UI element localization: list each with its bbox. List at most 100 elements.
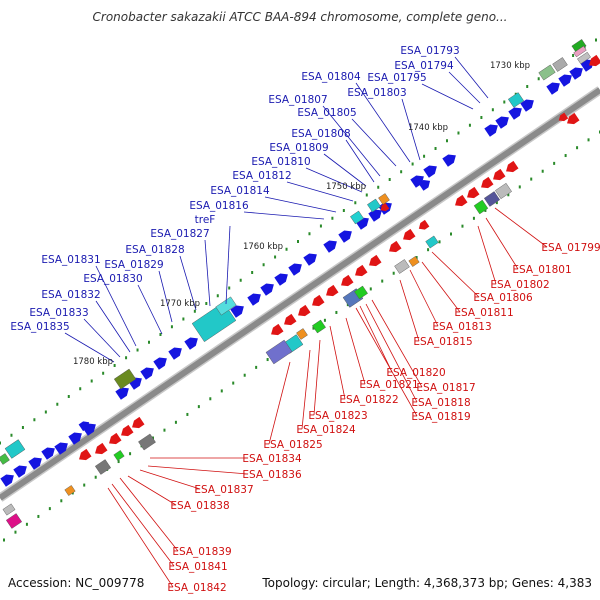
tick-mark (495, 201, 498, 205)
scale-label: 1730 kbp (490, 61, 530, 71)
scale-labels: 1730 kbp 1740 kbp 1750 kbp 1760 kbp 1770 kbp… (73, 61, 530, 367)
tick-mark (94, 475, 97, 479)
tick-mark (392, 271, 395, 275)
scale-label: 1770 kbp (160, 299, 200, 309)
reverse-gene-arrow (109, 432, 122, 445)
reverse-gene-arrow (271, 323, 284, 336)
gene-label-top: ESA_01829 (104, 259, 163, 271)
reverse-gene-arrow (79, 448, 92, 461)
label-leader-line (313, 339, 321, 416)
tick-mark (0, 441, 1, 445)
gene-box (495, 182, 512, 200)
gene-label-top: ESA_01832 (41, 289, 100, 301)
tick-mark (595, 38, 597, 42)
forward-gene-arrow (68, 432, 82, 445)
gene-label-bottom: ESA_01823 (308, 410, 367, 422)
gene-box (507, 92, 525, 108)
label-leader-line (421, 261, 461, 313)
label-leader-line (359, 305, 393, 373)
tick-mark (312, 326, 315, 330)
tick-mark (537, 77, 540, 81)
reverse-gene-arrow (403, 228, 416, 241)
tick-mark (129, 452, 132, 456)
tick-mark (369, 287, 372, 291)
tick-mark (243, 373, 246, 377)
reverse-gene-arrow (567, 112, 580, 125)
label-leader-line (355, 82, 411, 163)
tick-mark (423, 154, 426, 158)
label-leader-line (409, 269, 439, 327)
forward-gene-arrow (140, 367, 154, 380)
tick-mark (450, 232, 452, 236)
gene-label-top: treF (195, 214, 216, 226)
tick-mark (388, 178, 391, 181)
forward-gene-arrow (423, 165, 437, 178)
forward-gene-arrow (0, 474, 14, 487)
label-leader-line (345, 139, 375, 183)
reverse-gene-arrow (467, 186, 480, 199)
gene-label-bottom: ESA_01821 (359, 379, 418, 391)
tick-mark (182, 317, 185, 321)
gene-label-top: ESA_01831 (41, 254, 100, 266)
label-leader-line (454, 56, 489, 99)
label-leader-line (355, 307, 418, 417)
reverse-gene-arrow (132, 416, 145, 429)
gene-box (2, 503, 16, 516)
forward-gene-arrow (558, 74, 572, 87)
gene-box (552, 57, 568, 72)
label-leader-line (351, 118, 397, 167)
label-leader-line (286, 181, 354, 202)
label-leader-line (264, 196, 337, 213)
tick-mark (197, 405, 200, 409)
gene-label-bottom: ESA_01834 (242, 453, 302, 465)
forward-gene-arrow (410, 175, 424, 188)
label-leader-line (158, 270, 173, 323)
label-leader-line (421, 83, 474, 110)
forward-gene-arrow (230, 305, 244, 318)
tick-mark (553, 161, 556, 165)
tick-mark (323, 318, 326, 322)
gene-label-bottom: ESA_01838 (170, 500, 229, 512)
tick-mark (148, 340, 150, 344)
gene-label-bottom: ESA_01806 (473, 292, 533, 304)
gene-features (0, 39, 600, 529)
reverse-gene-arrow (589, 54, 600, 67)
tick-mark (152, 436, 154, 440)
label-leader-line (305, 167, 363, 193)
gene-label-bottom: ESA_01801 (512, 264, 571, 276)
gene-box (378, 193, 390, 205)
gene-label-top: ESA_01816 (189, 200, 249, 212)
reverse-gene-arrow (312, 294, 325, 307)
reverse-gene-arrow (121, 424, 134, 437)
forward-gene-arrow (184, 337, 198, 350)
tick-mark (354, 201, 357, 205)
label-leader-line (329, 325, 346, 400)
gene-label-bottom: ESA_01820 (386, 367, 445, 379)
gene-box (113, 368, 137, 390)
label-leaders (64, 56, 548, 588)
tick-mark (526, 85, 529, 88)
tick-mark (434, 147, 437, 150)
gene-label-top: ESA_01827 (150, 228, 209, 240)
gene-label-top: ESA_01808 (291, 128, 350, 140)
tick-mark (503, 100, 506, 104)
label-leader-line (323, 153, 367, 187)
label-leader-line (301, 349, 311, 430)
gene-box (64, 485, 76, 496)
tick-mark (113, 364, 116, 367)
map-title: Cronobacter sakazakii ATCC BAA-894 chrom… (92, 10, 508, 24)
forward-gene-arrow (13, 465, 27, 478)
tick-mark (216, 294, 219, 298)
tick-mark (83, 483, 86, 487)
tick-mark (480, 116, 483, 119)
gene-label-bottom: ESA_01813 (432, 321, 491, 333)
tick-mark (457, 131, 460, 135)
tick-mark (342, 209, 345, 212)
gene-box (4, 439, 26, 459)
gene-box (483, 191, 501, 207)
tick-mark (446, 139, 448, 143)
gene-box (215, 296, 237, 316)
label-leader-line (401, 98, 421, 161)
tick-mark (90, 379, 93, 383)
forward-gene-arrow (338, 230, 352, 243)
